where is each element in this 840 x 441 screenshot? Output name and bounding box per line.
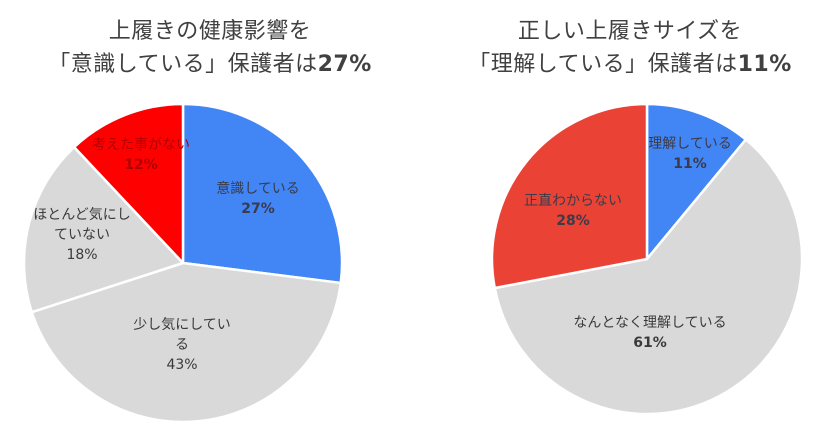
slice-label-pct: 12% (124, 157, 158, 173)
slice-label-hardly: ほとんど気にし ていない 18% (33, 205, 131, 265)
chart-size-understanding: 正しい上履きサイズを 「理解している」保護者は11% 理解している 11% なん… (420, 0, 840, 441)
slice-label-honestly-unsure: 正直わからない 28% (524, 191, 622, 231)
slice-label-pct: 18% (66, 247, 98, 263)
pie-slice-1 (181, 102, 344, 285)
pie-slice-2 (493, 138, 804, 416)
slice-label-text: なんとなく理解している (573, 315, 727, 331)
slice-label-text: 考えた事がない (92, 137, 190, 153)
slice-label-vaguely: なんとなく理解している 61% (573, 313, 726, 353)
slice-label-never-thought: 考えた事がない 12% (92, 135, 190, 175)
slice-label-text: 意識している (216, 181, 300, 197)
title-line-2-text: 「意識している」保護者は (48, 52, 318, 77)
pie-slice-2 (30, 261, 342, 424)
title-line-2: 「意識している」保護者は27% (0, 50, 420, 80)
title-line-2-text: 「理解している」保護者は (468, 52, 738, 77)
title-line-2: 「理解している」保護者は11% (420, 50, 840, 80)
slice-label-pct: 11% (673, 156, 707, 172)
slice-label-pct: 61% (633, 335, 667, 351)
slice-label-text-2: る (175, 337, 189, 353)
pie-slice-3 (490, 102, 649, 290)
title-highlight-value: 27% (317, 52, 372, 77)
slice-label-understand: 理解している 11% (648, 134, 732, 174)
pie-chart (22, 102, 344, 424)
slice-label-pct: 27% (241, 201, 275, 217)
title-line-1: 上履きの健康影響を (108, 19, 312, 44)
slice-label-text: 少し気にしてい (133, 317, 231, 333)
slice-label-text: ほとんど気にし (33, 207, 131, 223)
slice-label-pct: 43% (166, 357, 198, 373)
slice-label-text: 理解している (648, 136, 732, 152)
pie-slice-1 (645, 102, 748, 261)
slice-label-pct: 28% (556, 213, 590, 229)
pie-chart (490, 102, 804, 416)
pie-slice-4 (72, 102, 185, 265)
slice-label-aware: 意識している 27% (216, 179, 300, 219)
title-line-1: 正しい上履きサイズを (517, 19, 743, 44)
slice-label-somewhat: 少し気にしてい る 43% (133, 315, 231, 375)
title-highlight-value: 11% (737, 52, 792, 77)
pie-slice-3 (22, 145, 185, 314)
slice-label-text-2: ていない (54, 227, 110, 243)
chart-health-awareness: 上履きの健康影響を 「意識している」保護者は27% 意識している 27% 少し気… (0, 19, 420, 424)
slice-label-text: 正直わからない (524, 193, 622, 209)
